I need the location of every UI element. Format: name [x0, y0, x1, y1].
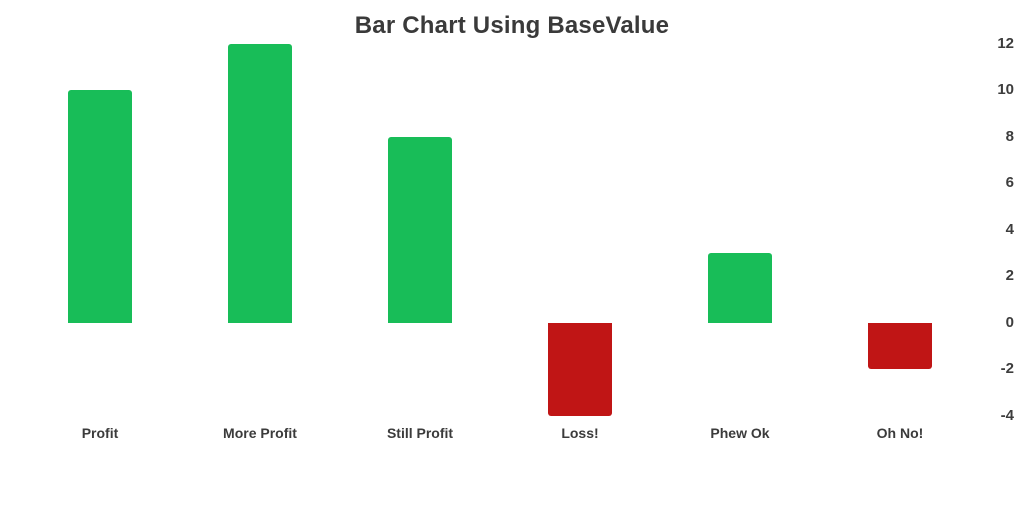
- y-axis-tick-label: 8: [1005, 127, 1014, 145]
- y-axis-tick-label: -4: [1000, 406, 1014, 424]
- bar-loss[interactable]: [548, 322, 612, 416]
- y-axis-tick-label: 4: [1005, 220, 1014, 238]
- y-axis-tick-label: 10: [997, 81, 1014, 98]
- category-label: Loss!: [561, 425, 599, 441]
- category-label: Profit: [81, 425, 119, 441]
- y-axis-tick-label: 2: [1005, 267, 1014, 284]
- y-axis-tick-label: 12: [997, 34, 1014, 52]
- y-axis-tick-label: 6: [1005, 174, 1014, 191]
- bar-more-profit[interactable]: [228, 43, 292, 323]
- y-axis-tick-label: 0: [1005, 313, 1014, 331]
- bar-oh-no[interactable]: [868, 322, 932, 369]
- category-label: Oh No!: [876, 425, 924, 441]
- bar-profit[interactable]: [68, 90, 132, 323]
- y-axis-tick-label: -2: [1000, 360, 1014, 377]
- chart-title: Bar Chart Using BaseValue: [354, 12, 670, 39]
- category-label: More Profit: [223, 425, 297, 441]
- category-label: Still Profit: [386, 425, 454, 441]
- bar-still-profit[interactable]: [388, 136, 452, 323]
- bar-phew-ok[interactable]: [708, 252, 772, 323]
- category-label: Phew Ok: [710, 425, 770, 441]
